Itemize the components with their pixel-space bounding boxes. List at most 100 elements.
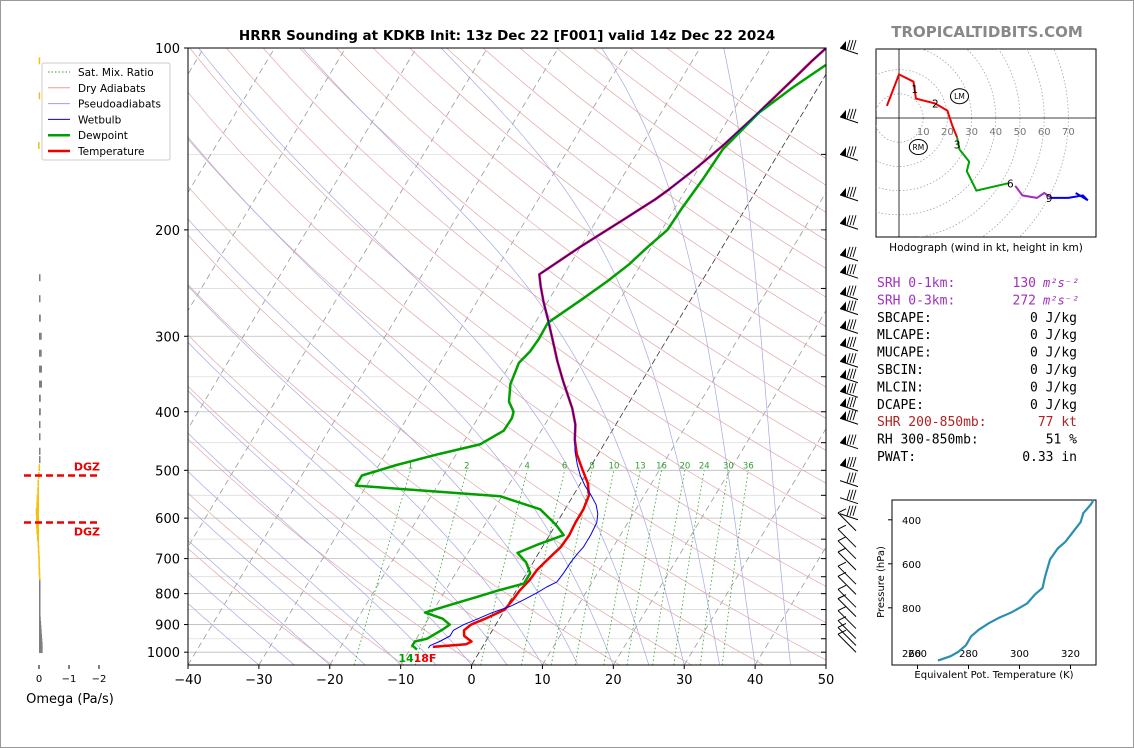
barb-feather [849,383,854,394]
barb-pennant [840,458,846,468]
barb-flag [837,584,847,590]
surface-dewpoint-label: 14 [398,652,414,665]
index-value: 0 J/kg [1030,328,1077,343]
x-tick-label: 10 [534,673,551,688]
wind-barb [839,146,859,161]
barb-feather [849,353,854,364]
barb-pennant [840,411,846,421]
wind-barb [837,508,857,532]
barb-feather [846,410,851,421]
wind-barbs [837,39,859,653]
dry-adiabat-line [446,48,826,327]
chart-title: HRRR Sounding at KDKB Init: 13z Dec 22 [… [239,28,775,44]
mixing-ratio-line [550,470,593,665]
y-tick-label: 800 [155,588,180,603]
barb-feather [852,39,857,51]
theta-e-y-tick-label: 400 [902,516,921,527]
barb-feather [852,489,857,500]
pseudoadiabat-line [188,539,331,665]
y-tick-label: 1000 [147,646,180,661]
x-tick-label: 20 [605,673,622,688]
barb-feather [849,186,854,197]
barb-feather [849,300,854,311]
wind-barb [837,561,857,585]
storm-motion-label: RM [913,143,925,152]
omega-x-tick-label: −2 [92,674,107,685]
dgz-label: DGZ [74,525,100,538]
dry-adiabat-line [409,48,826,357]
barb-feather [852,505,857,516]
omega-bar [39,578,41,586]
hodograph-ring-label: 40 [989,127,1002,138]
barb-feather [852,383,857,394]
barb-pennant [840,147,846,157]
hodograph-ring-label: 20 [941,127,954,138]
barb-pennant [840,41,846,50]
pseudoadiabat-line [188,603,260,665]
theta-e-line [937,499,1095,662]
mixing-ratio-line [673,470,705,665]
dry-adiabat-line [188,186,826,661]
theta-e-panel: 260 280 300 320 400 600 800 260 Equivalent Pot. … [876,499,1097,681]
mixing-ratio-label: 8 [589,461,594,471]
index-unit: m²s⁻² [1042,293,1079,307]
dry-adiabat-line [188,492,405,665]
barb-pennant [840,247,846,257]
barb-flag [837,524,847,530]
mixing-ratio-line [699,470,729,665]
omega-bar [39,295,41,303]
barb-feather [846,353,851,364]
barb-pennant [840,187,846,197]
omega-bar [38,141,40,149]
omega-panel: DGZ DGZ 0 −1 −2 Omega (Pa/s) [24,57,114,707]
wind-barb [839,264,859,279]
barb-feather [852,353,857,364]
omega-bar [39,314,41,322]
barb-flag [837,561,847,567]
barb-feather [846,285,851,296]
hodograph-height-label: 2 [932,98,939,110]
x-tick-label: −10 [387,673,414,688]
mixing-ratio-line [521,470,565,665]
omega-bar [39,637,43,645]
pseudoadiabat-line [188,285,543,665]
wind-barb [839,186,859,202]
index-value: 0 J/kg [1030,346,1077,361]
wind-barb [837,524,857,548]
omega-bar [39,408,41,416]
barb-feather [846,383,851,394]
omega-bar [38,464,41,472]
index-label: DCAPE: [877,398,924,413]
omega-bar [39,588,41,596]
x-tick-label: 50 [818,673,835,688]
dry-adiabat-line [226,48,826,518]
omega-bar [37,479,39,487]
wind-barb [839,368,859,384]
skewt-chart: 1 2 4 6 8 10 13 16 20 24 30 36 −40 −30 −20 −10 0 10 20 30 4… [147,39,859,688]
barb-feather [846,39,851,51]
dewpoint-profile [354,63,826,651]
legend-label: Temperature [77,146,145,158]
hodograph-ring-label: 60 [1038,127,1051,138]
barb-feather [849,319,854,330]
hodograph-trace [885,73,959,138]
mixing-ratio-line [480,470,528,665]
barb-feather [852,146,857,157]
barb-feather [852,410,857,421]
barb-pennant [840,354,846,364]
x-tick-label: 0 [467,673,475,688]
skewt-frame [187,47,827,666]
barb-staff [837,540,857,560]
barb-feather [849,396,854,408]
legend-label: Wetbulb [78,114,122,126]
barb-staff [837,627,857,646]
mixing-ratio-line [652,470,686,665]
barb-feather [852,368,857,379]
pseudoadiabat-line [188,571,295,665]
theta-e-y-tick-label: 800 [902,604,921,615]
barb-staff [839,480,859,488]
y-tick-label: 500 [155,464,180,479]
barb-staff [837,620,857,639]
wind-barb [837,623,857,646]
wind-barb [839,300,859,316]
